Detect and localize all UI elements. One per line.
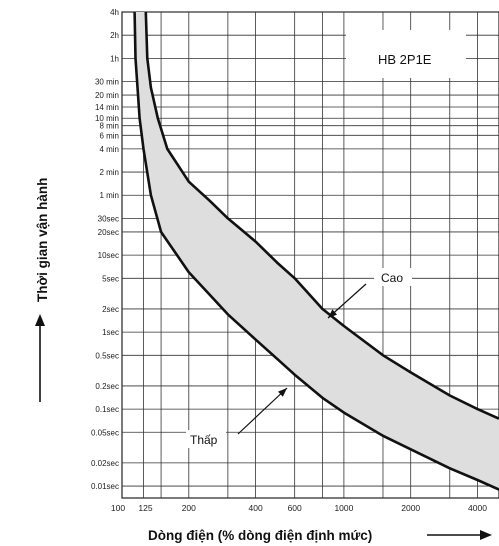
y-tick-label: 10sec xyxy=(98,251,119,260)
thap-arrowhead xyxy=(278,388,287,397)
x-tick-label: 100 xyxy=(111,503,125,513)
label-cao-box xyxy=(374,268,412,286)
y-tick-label: 30 min xyxy=(95,78,119,87)
trip-band-fill xyxy=(134,12,499,490)
y-axis-arrow xyxy=(35,314,45,402)
label-thap: Thấp xyxy=(190,433,218,447)
label-thap-box xyxy=(186,430,226,448)
y-tick-label: 0.01sec xyxy=(91,482,119,491)
y-axis-title: Thời gian vận hành xyxy=(35,178,50,302)
y-tick-label: 5sec xyxy=(102,274,119,283)
y-tick-label: 0.5sec xyxy=(95,351,119,360)
x-tick-label: 600 xyxy=(288,503,302,513)
curve-cao xyxy=(144,11,499,420)
y-tick-label: 0.2sec xyxy=(95,382,119,391)
y-tick-label: 1 min xyxy=(99,191,119,200)
model-label-box xyxy=(346,30,466,78)
thap-leader xyxy=(237,387,288,435)
y-tick-label: 20 min xyxy=(95,91,119,100)
y-tick-label: 0.1sec xyxy=(95,405,119,414)
y-tick-label: 30sec xyxy=(98,214,119,223)
y-tick-label: 4h xyxy=(110,8,119,17)
y-tick-label: 0.02sec xyxy=(91,459,119,468)
y-tick-label: 1sec xyxy=(102,328,119,337)
y-tick-label: 0.05sec xyxy=(91,428,119,437)
y-tick-label: 4 min xyxy=(99,145,119,154)
cao-arrowhead xyxy=(328,309,338,318)
y-tick-label: 1h xyxy=(110,54,119,63)
x-tick-label: 1000 xyxy=(334,503,353,513)
y-tick-label: 20sec xyxy=(98,228,119,237)
y-tick-label: 2h xyxy=(110,31,119,40)
y-tick-label: 8 min xyxy=(99,122,119,131)
curves xyxy=(133,11,499,491)
x-tick-label: 125 xyxy=(138,503,152,513)
y-tick-label: 10 min xyxy=(95,114,119,123)
y-tick-label: 14 min xyxy=(95,103,119,112)
model-label: HB 2P1E xyxy=(378,52,432,67)
annotations: Cao Thấp xyxy=(186,268,412,448)
x-axis-title: Dòng điện (% dòng điện định mức) xyxy=(148,528,372,543)
y-tick-label: 2sec xyxy=(102,305,119,314)
x-axis-arrow xyxy=(427,530,492,540)
y-tick-label: 2 min xyxy=(99,168,119,177)
y-tick-label: 6 min xyxy=(99,131,119,140)
x-tick-labels: 100 125 200 400 600 1000 2000 4000 xyxy=(111,503,487,513)
x-tick-label: 4000 xyxy=(468,503,487,513)
curve-thap xyxy=(133,11,499,491)
x-tick-label: 200 xyxy=(182,503,196,513)
x-tick-label: 2000 xyxy=(401,503,420,513)
x-tick-label: 400 xyxy=(249,503,263,513)
label-cao: Cao xyxy=(381,271,403,285)
